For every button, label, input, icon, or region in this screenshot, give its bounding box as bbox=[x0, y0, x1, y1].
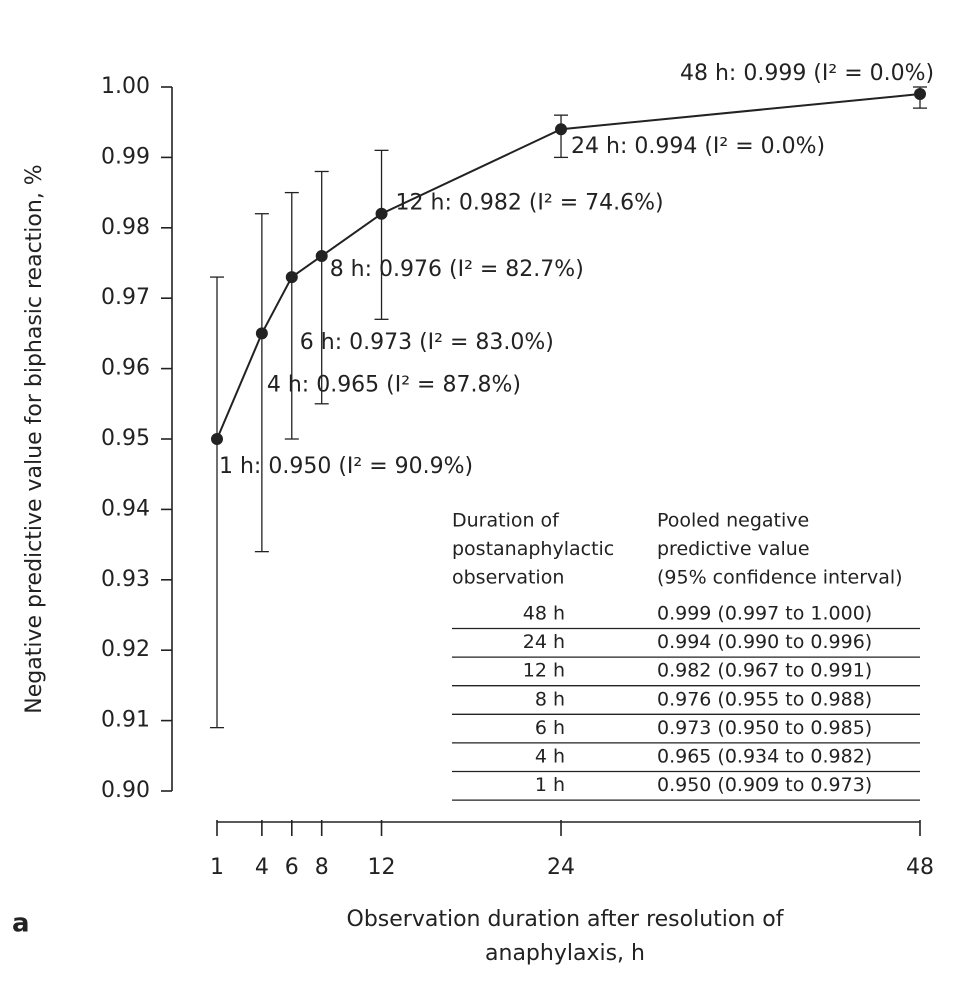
point bbox=[375, 207, 388, 220]
table-cell: 0.950 (0.909 to 0.973) bbox=[657, 774, 872, 796]
point bbox=[555, 123, 568, 136]
y-tick-label: 0.99 bbox=[101, 144, 150, 169]
x-tick-label: 48 bbox=[906, 855, 934, 880]
table-header: postanaphylactic bbox=[452, 538, 614, 560]
table-cell: 0.973 (0.950 to 0.985) bbox=[657, 717, 872, 739]
point-label: 8 h: 0.976 (I² = 82.7%) bbox=[330, 257, 584, 282]
y-tick-label: 0.98 bbox=[101, 215, 150, 240]
y-tick-label: 0.95 bbox=[101, 426, 150, 451]
y-axis-label: Negative predictive value for biphasic r… bbox=[22, 164, 47, 713]
table-cell: 0.999 (0.997 to 1.000) bbox=[657, 603, 872, 625]
table-cell: 48 h bbox=[523, 603, 565, 625]
y-tick-label: 0.92 bbox=[101, 637, 150, 662]
table-cell: 4 h bbox=[535, 746, 565, 768]
x-axis-label: anaphylaxis, h bbox=[485, 941, 645, 966]
point bbox=[914, 88, 926, 101]
x-tick-label: 8 bbox=[315, 855, 329, 880]
table-cell: 1 h bbox=[535, 774, 565, 796]
y-tick-label: 0.90 bbox=[101, 778, 150, 803]
point bbox=[315, 249, 328, 262]
y-tick-label: 1.00 bbox=[101, 74, 150, 99]
table-header: Pooled negative bbox=[657, 510, 809, 532]
y-tick-label: 0.96 bbox=[101, 356, 150, 381]
x-tick-label: 12 bbox=[368, 855, 396, 880]
table-cell: 0.965 (0.934 to 0.982) bbox=[657, 746, 872, 768]
point bbox=[211, 433, 223, 445]
table-header: predictive value bbox=[657, 538, 810, 560]
y-tick-label: 0.97 bbox=[101, 285, 150, 310]
x-tick-label: 4 bbox=[255, 855, 269, 880]
point-label: 1 h: 0.950 (I² = 90.9%) bbox=[219, 454, 473, 479]
table-header: (95% confidence interval) bbox=[657, 567, 903, 589]
point-label: 4 h: 0.965 (I² = 87.8%) bbox=[267, 372, 521, 397]
table-cell: 12 h bbox=[523, 660, 565, 682]
table-cell: 24 h bbox=[523, 631, 565, 653]
x-tick-label: 6 bbox=[285, 855, 299, 880]
panel-label: a bbox=[12, 909, 30, 939]
table-cell: 0.982 (0.967 to 0.991) bbox=[657, 660, 872, 682]
point-label: 24 h: 0.994 (I² = 0.0%) bbox=[571, 134, 825, 159]
point-label: 6 h: 0.973 (I² = 83.0%) bbox=[300, 330, 554, 355]
y-tick-label: 0.94 bbox=[101, 496, 150, 521]
table-cell: 0.976 (0.955 to 0.988) bbox=[657, 688, 872, 710]
y-tick-label: 0.93 bbox=[101, 567, 150, 592]
point-label: 12 h: 0.982 (I² = 74.6%) bbox=[396, 191, 664, 216]
x-axis-label: Observation duration after resolution of bbox=[347, 907, 785, 932]
table-cell: 8 h bbox=[535, 688, 565, 710]
y-tick-label: 0.91 bbox=[101, 708, 150, 733]
table-header: observation bbox=[452, 567, 564, 589]
point bbox=[255, 327, 268, 340]
point bbox=[285, 271, 298, 284]
x-tick-label: 1 bbox=[210, 855, 224, 880]
table-cell: 0.994 (0.990 to 0.996) bbox=[657, 631, 872, 653]
table-cell: 6 h bbox=[535, 717, 565, 739]
x-tick-label: 24 bbox=[547, 855, 575, 880]
table-header: Duration of bbox=[452, 510, 560, 532]
point-label: 48 h: 0.999 (I² = 0.0%) bbox=[680, 61, 934, 86]
